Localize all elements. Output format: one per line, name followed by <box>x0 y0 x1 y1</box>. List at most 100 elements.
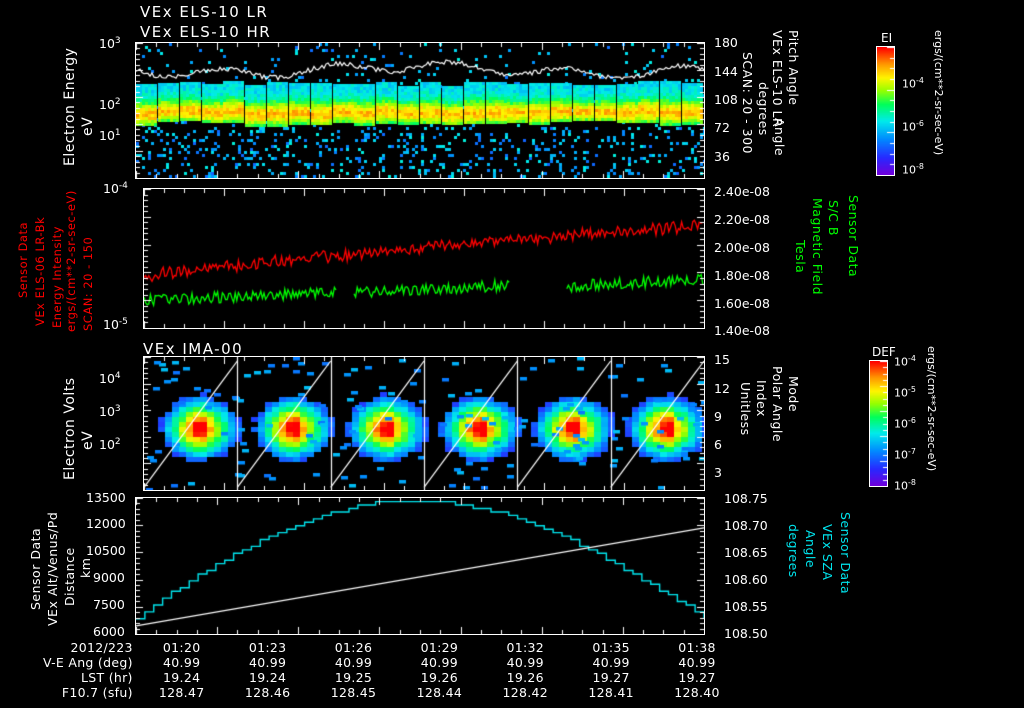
table-row-ve-ang: V-E Ang (deg) 40.99 40.99 40.99 40.99 40… <box>0 655 740 670</box>
panel2-right-label-1: S/C B <box>826 200 841 236</box>
row-label-ve-ang: V-E Ang (deg) <box>42 655 133 670</box>
panel4-ytick-4: 7500 <box>93 597 125 612</box>
panel1-cb-tick-1: 10-6 <box>902 119 924 134</box>
panel2-rtick-4: 1.60e-08 <box>714 296 770 311</box>
panel1-right-label-2: Angle <box>772 118 787 157</box>
panel1-right-label-1: VEx ELS-10 LR <box>770 30 785 128</box>
panel1-cb-tick-2: 10-8 <box>902 162 924 177</box>
panel2-right-label-0: Sensor Data <box>846 195 861 278</box>
row-label-lst: LST (hr) <box>81 670 133 685</box>
panel1-right-label-0: Pitch Angle <box>786 30 801 106</box>
panel1-colorbar <box>876 46 895 176</box>
panel4-right-label-2: Angle <box>803 530 818 569</box>
panel1-spectrogram-canvas <box>136 43 704 178</box>
panel2-right-label-3: Tesla <box>793 240 808 274</box>
panel1-right-label-4: SCAN: 20 - 300 <box>740 52 755 154</box>
f107-1: 128.46 <box>244 685 291 700</box>
panel3-colorbar <box>869 360 888 487</box>
panel2-plot-frame <box>143 188 705 329</box>
panel4-rtick-0: 108.75 <box>724 491 768 506</box>
panel4-right-label-1: VEx SZA <box>820 524 835 581</box>
panel1-colorbar-label: EI <box>881 31 893 45</box>
table-row-f107: F10.7 (sfu) 128.47 128.46 128.45 128.44 … <box>0 685 740 700</box>
panel2-left-label-2: Energy Intensity <box>50 226 64 328</box>
bottom-date: 2012/223 <box>70 640 133 655</box>
panel4-right-label-3: degrees <box>786 524 801 578</box>
panel3-cb-tick-4: 10-8 <box>894 478 916 493</box>
panel3-rtick-9: 9 <box>714 409 722 424</box>
ve-ang-3: 40.99 <box>420 655 459 670</box>
panel1-rtick-36: 36 <box>714 149 730 164</box>
panel1-cb-tick-0: 10-4 <box>902 76 924 91</box>
panel2-left-label-3: ergs/(cm**2-sr-sec-eV) <box>64 190 78 332</box>
panel3-plot-frame <box>143 356 705 491</box>
panel2-left-label-1: VEx ELS-06 LR-Bk <box>33 216 47 326</box>
ve-ang-5: 40.99 <box>592 655 630 670</box>
lst-3: 19.26 <box>420 670 459 685</box>
ve-ang-6: 40.99 <box>678 655 716 670</box>
bottom-annotation-table: 2012/223 01:20 01:23 01:26 01:29 01:32 0… <box>0 640 740 700</box>
panel2-left-label-4: SCAN: 20 - 150 <box>81 236 95 331</box>
panel3-spectrogram-canvas <box>144 357 704 490</box>
table-row-lst: LST (hr) 19.24 19.24 19.25 19.26 19.26 1… <box>0 670 740 685</box>
panel4-rtick-1: 108.70 <box>724 518 768 533</box>
f107-0: 128.47 <box>158 685 205 700</box>
panel2-rtick-2: 2.00e-08 <box>714 240 770 255</box>
panel1-title: VEx ELS-10 LR <box>140 3 269 21</box>
panel4-plot-frame <box>135 497 705 635</box>
panel2-line-canvas <box>144 189 704 328</box>
lst-1: 19.24 <box>248 670 287 685</box>
panel2-rtick-3: 1.80e-08 <box>714 268 770 283</box>
panel3-right-label-2: Index <box>754 380 769 417</box>
panel2-ytick-m5: 10-5 <box>103 317 128 333</box>
panel4-left-label-1: VEx Alt/Venus/Pd <box>45 511 60 626</box>
time-1: 01:23 <box>248 640 287 655</box>
panel3-cb-tick-1: 10-5 <box>894 385 916 400</box>
panel3-right-label-1: Polar Angle <box>770 366 785 443</box>
panel1-left-axis-name: Electron Energy <box>62 47 78 166</box>
panel1-rtick-144: 144 <box>714 64 738 79</box>
row-label-f107: F10.7 (sfu) <box>61 685 133 700</box>
panel4-rtick-2: 108.65 <box>724 545 768 560</box>
panel4-line-canvas <box>136 498 704 634</box>
panel1-plot-frame <box>135 42 705 179</box>
time-2: 01:26 <box>334 640 373 655</box>
ve-ang-0: 40.99 <box>163 655 201 670</box>
f107-2: 128.45 <box>330 685 377 700</box>
panel3-rtick-3: 3 <box>714 465 722 480</box>
panel3-cb-tick-2: 10-6 <box>894 416 916 431</box>
panel1-ytick-2: 102 <box>99 97 121 113</box>
panel4-left-label-2: Distance <box>62 547 77 606</box>
panel1-ytick-1: 101 <box>99 128 121 144</box>
panel4-ytick-0: 13500 <box>86 490 126 505</box>
lst-0: 19.24 <box>163 670 201 685</box>
f107-3: 128.44 <box>416 685 463 700</box>
panel3-right-label-3: Unitless <box>738 382 753 436</box>
table-row-time: 2012/223 01:20 01:23 01:26 01:29 01:32 0… <box>0 640 740 655</box>
panel1-rtick-72: 72 <box>714 120 730 135</box>
panel2-rtick-5: 1.40e-08 <box>714 323 770 338</box>
time-6: 01:38 <box>678 640 716 655</box>
panel4-right-label-0: Sensor Data <box>838 512 853 595</box>
panel2-right-label-2: Magnetic Field <box>810 198 825 296</box>
time-0: 01:20 <box>162 640 201 655</box>
panel4-rtick-3: 108.60 <box>724 572 768 587</box>
panel4-ytick-5: 6000 <box>93 624 125 639</box>
panel1-left-axis-units: eV <box>80 116 96 136</box>
panel4-ytick-2: 10500 <box>86 543 126 558</box>
panel2-rtick-0: 2.40e-08 <box>714 184 770 199</box>
time-3: 01:29 <box>420 640 459 655</box>
panel3-ytick-2: 102 <box>99 437 121 453</box>
panel3-cb-tick-3: 10-7 <box>894 447 916 462</box>
lst-4: 19.26 <box>506 670 544 685</box>
panel1-colorbar-unit: ergs/(cm**2-sr-sec-eV) <box>932 30 945 156</box>
ve-ang-2: 40.99 <box>334 655 373 670</box>
panel3-rtick-6: 6 <box>714 437 722 452</box>
panel4-rtick-5: 108.50 <box>724 626 768 641</box>
panel3-right-label-0: Mode <box>786 376 801 413</box>
panel3-rtick-12: 12 <box>714 381 730 396</box>
panel2-ytick-m4: 10-4 <box>103 181 128 197</box>
panel4-left-label-0: Sensor Data <box>28 527 43 610</box>
panel1-rtick-180: 180 <box>714 35 738 50</box>
